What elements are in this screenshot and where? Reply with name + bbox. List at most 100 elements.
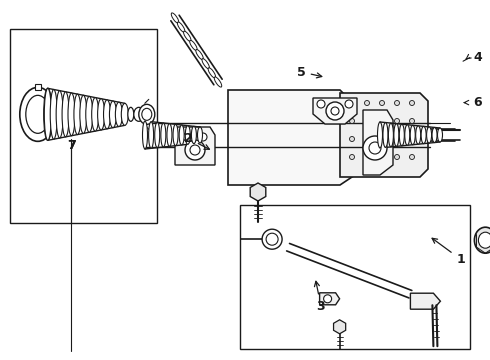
Ellipse shape: [317, 100, 325, 108]
Ellipse shape: [399, 124, 404, 146]
Ellipse shape: [394, 154, 399, 159]
Ellipse shape: [161, 123, 166, 147]
Ellipse shape: [98, 99, 104, 130]
Polygon shape: [363, 110, 393, 175]
Ellipse shape: [134, 107, 144, 121]
Ellipse shape: [128, 107, 134, 121]
Text: 5: 5: [297, 66, 322, 78]
Ellipse shape: [44, 88, 52, 140]
Ellipse shape: [179, 125, 184, 145]
Ellipse shape: [148, 122, 153, 148]
Ellipse shape: [331, 107, 339, 115]
Ellipse shape: [184, 31, 191, 41]
Ellipse shape: [208, 68, 216, 78]
Ellipse shape: [202, 59, 209, 69]
Ellipse shape: [56, 91, 63, 138]
Bar: [35, 84, 41, 90]
Ellipse shape: [349, 100, 354, 105]
Ellipse shape: [86, 96, 93, 132]
Ellipse shape: [172, 13, 179, 23]
Ellipse shape: [142, 108, 152, 120]
Ellipse shape: [379, 154, 385, 159]
Ellipse shape: [365, 136, 369, 141]
Ellipse shape: [326, 102, 344, 120]
Text: 7: 7: [67, 139, 75, 152]
Text: 6: 6: [473, 96, 482, 109]
Ellipse shape: [405, 125, 410, 145]
Ellipse shape: [190, 145, 200, 155]
Ellipse shape: [410, 154, 415, 159]
Ellipse shape: [421, 126, 426, 144]
Ellipse shape: [183, 133, 191, 141]
Ellipse shape: [432, 127, 437, 143]
Ellipse shape: [192, 126, 196, 144]
Ellipse shape: [416, 126, 421, 144]
Ellipse shape: [410, 136, 415, 141]
Ellipse shape: [379, 118, 385, 123]
Polygon shape: [313, 98, 357, 124]
Ellipse shape: [394, 123, 399, 147]
Ellipse shape: [262, 229, 282, 249]
Text: 1: 1: [432, 238, 465, 266]
Ellipse shape: [92, 98, 98, 131]
Ellipse shape: [74, 94, 81, 135]
Ellipse shape: [50, 90, 57, 139]
Ellipse shape: [177, 22, 185, 32]
Ellipse shape: [394, 136, 399, 141]
Ellipse shape: [345, 100, 353, 108]
Polygon shape: [340, 93, 428, 177]
Ellipse shape: [365, 154, 369, 159]
Ellipse shape: [379, 100, 385, 105]
Ellipse shape: [122, 103, 128, 125]
Ellipse shape: [143, 121, 147, 149]
Ellipse shape: [266, 233, 278, 245]
Ellipse shape: [139, 104, 155, 124]
Polygon shape: [250, 183, 266, 201]
Ellipse shape: [478, 232, 490, 248]
Ellipse shape: [185, 126, 190, 144]
Ellipse shape: [427, 127, 432, 143]
Ellipse shape: [199, 133, 207, 141]
Text: 7: 7: [67, 139, 75, 152]
Ellipse shape: [410, 118, 415, 123]
Text: 3: 3: [315, 281, 325, 312]
Ellipse shape: [167, 124, 172, 146]
Polygon shape: [334, 320, 345, 334]
Ellipse shape: [62, 92, 69, 137]
Ellipse shape: [197, 127, 202, 143]
Ellipse shape: [155, 122, 160, 148]
Ellipse shape: [190, 40, 197, 50]
Ellipse shape: [115, 102, 122, 126]
Bar: [240, 205, 470, 349]
Ellipse shape: [365, 100, 369, 105]
Ellipse shape: [394, 100, 399, 105]
Ellipse shape: [365, 118, 369, 123]
Ellipse shape: [349, 136, 354, 141]
Ellipse shape: [68, 93, 75, 136]
Text: 2: 2: [184, 132, 209, 149]
Ellipse shape: [438, 128, 442, 142]
Text: 4: 4: [473, 51, 482, 64]
Ellipse shape: [410, 100, 415, 105]
Ellipse shape: [379, 136, 385, 141]
Polygon shape: [175, 127, 215, 165]
Ellipse shape: [20, 87, 56, 141]
Bar: [10, 29, 157, 223]
Ellipse shape: [173, 124, 178, 146]
Ellipse shape: [394, 118, 399, 123]
Ellipse shape: [410, 125, 415, 145]
Ellipse shape: [80, 95, 87, 134]
Ellipse shape: [214, 77, 222, 87]
Ellipse shape: [44, 88, 51, 140]
Ellipse shape: [474, 227, 490, 253]
Polygon shape: [319, 293, 340, 305]
Ellipse shape: [389, 123, 393, 147]
Ellipse shape: [26, 95, 50, 133]
Ellipse shape: [196, 49, 203, 60]
Ellipse shape: [103, 100, 111, 129]
Ellipse shape: [383, 122, 388, 148]
Ellipse shape: [109, 101, 117, 128]
Ellipse shape: [349, 118, 354, 123]
Polygon shape: [411, 293, 441, 309]
Polygon shape: [228, 90, 355, 185]
